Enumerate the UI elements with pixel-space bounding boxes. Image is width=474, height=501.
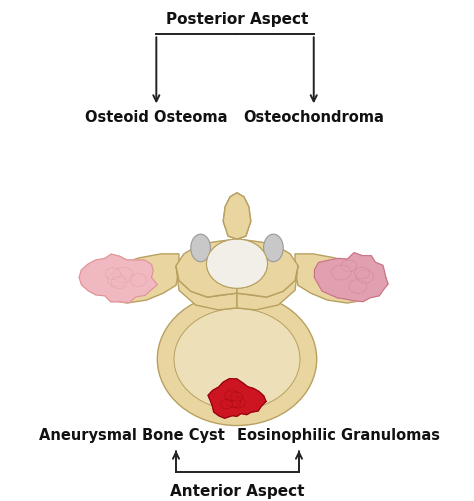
- Ellipse shape: [105, 268, 120, 280]
- Ellipse shape: [220, 399, 233, 409]
- Ellipse shape: [157, 293, 317, 425]
- Ellipse shape: [356, 270, 374, 283]
- Polygon shape: [223, 193, 251, 239]
- Ellipse shape: [231, 392, 243, 401]
- Ellipse shape: [130, 274, 146, 287]
- Ellipse shape: [226, 396, 241, 407]
- Ellipse shape: [349, 280, 367, 293]
- Text: Osteoid Osteoma: Osteoid Osteoma: [85, 110, 228, 125]
- Ellipse shape: [174, 309, 300, 410]
- Ellipse shape: [191, 234, 210, 262]
- Text: Osteochondroma: Osteochondroma: [243, 110, 384, 125]
- Polygon shape: [100, 254, 179, 303]
- Polygon shape: [79, 254, 157, 303]
- Ellipse shape: [113, 267, 133, 283]
- Polygon shape: [223, 193, 251, 239]
- Polygon shape: [237, 239, 298, 297]
- Ellipse shape: [207, 239, 267, 288]
- Polygon shape: [295, 254, 374, 303]
- Polygon shape: [314, 253, 388, 302]
- Ellipse shape: [207, 239, 267, 288]
- Text: Anterior Aspect: Anterior Aspect: [170, 484, 304, 499]
- Ellipse shape: [355, 267, 369, 279]
- Polygon shape: [176, 239, 237, 297]
- Polygon shape: [237, 266, 298, 310]
- Text: Posterior Aspect: Posterior Aspect: [166, 12, 308, 27]
- Ellipse shape: [231, 397, 245, 408]
- Polygon shape: [176, 266, 237, 310]
- Ellipse shape: [111, 277, 127, 289]
- Ellipse shape: [264, 234, 283, 262]
- Ellipse shape: [107, 273, 125, 287]
- Text: Eosinophilic Granulomas: Eosinophilic Granulomas: [237, 428, 440, 443]
- Polygon shape: [208, 379, 266, 418]
- Ellipse shape: [341, 260, 356, 272]
- Ellipse shape: [225, 390, 238, 401]
- Ellipse shape: [331, 265, 351, 280]
- Text: Aneurysmal Bone Cyst: Aneurysmal Bone Cyst: [39, 428, 225, 443]
